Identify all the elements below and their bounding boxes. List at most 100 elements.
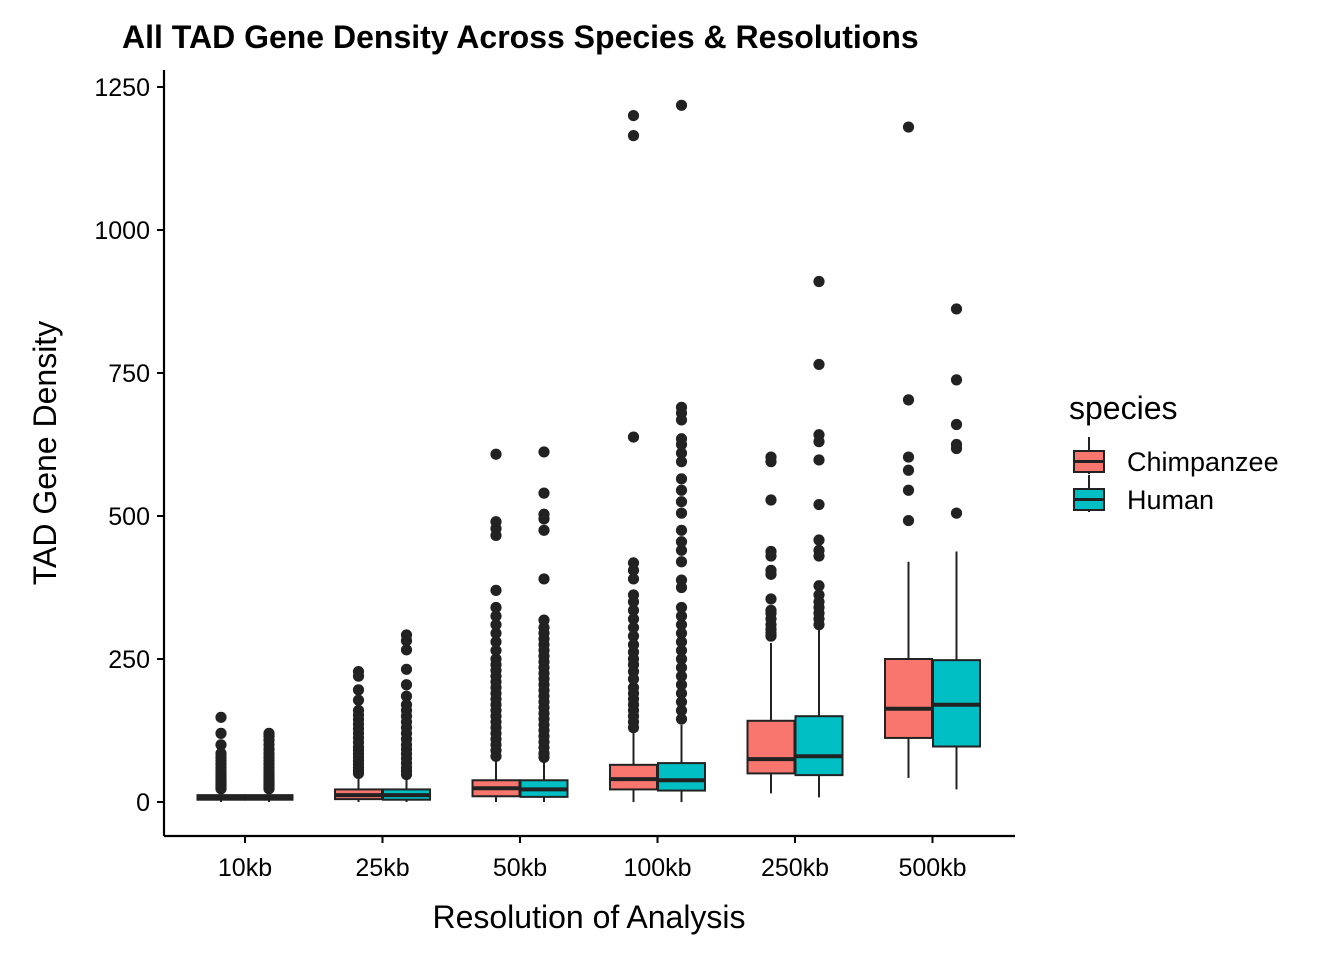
outlier-point <box>352 694 365 706</box>
box-chimpanzee-100kb <box>609 110 658 802</box>
outlier-point <box>215 711 227 723</box>
boxes-layer <box>196 99 981 802</box>
outlier-point <box>627 613 640 625</box>
x-tick-label: 100kb <box>623 854 691 882</box>
outlier-point <box>538 573 550 585</box>
plot-area: 0 250 500 750 1000 1250 10kb 25kb 50kb 100kb 250k… <box>94 70 1015 882</box>
x-tick-label: 500kb <box>898 854 966 882</box>
y-tick-label: 750 <box>108 360 150 388</box>
outlier-point <box>813 550 825 562</box>
y-tick-label: 1250 <box>94 74 150 102</box>
outlier-point <box>675 536 688 548</box>
outlier-point <box>675 456 688 468</box>
outlier-point <box>400 679 413 691</box>
outlier-point <box>813 580 825 592</box>
box-chimpanzee-250kb <box>746 451 796 794</box>
y-tick-label: 250 <box>108 646 150 674</box>
box-human-500kb <box>932 303 981 790</box>
outlier-point <box>538 513 550 525</box>
outlier-point <box>675 507 688 519</box>
outlier-point <box>538 751 550 763</box>
outlier-point <box>627 573 640 585</box>
outlier-point <box>400 663 413 675</box>
outlier-point <box>675 687 688 699</box>
outlier-point <box>950 442 963 455</box>
legend-label: Human <box>1127 485 1214 515</box>
outlier-point <box>902 451 915 463</box>
outlier-point <box>813 619 825 631</box>
outlier-point <box>675 679 688 691</box>
outlier-point <box>627 630 640 642</box>
outlier-point <box>538 446 550 458</box>
outlier-point <box>902 121 915 133</box>
outlier-point <box>675 696 688 708</box>
outlier-point <box>490 610 502 622</box>
outlier-point <box>765 494 777 506</box>
outlier-point <box>765 550 777 562</box>
outlier-point <box>765 630 777 642</box>
outlier-point <box>902 394 915 406</box>
outlier-point <box>950 418 963 431</box>
outlier-point <box>675 484 688 496</box>
outlier-point <box>627 722 640 734</box>
x-tick-label: 10kb <box>218 854 272 882</box>
box-iqr <box>657 762 706 792</box>
outlier-point <box>675 653 688 665</box>
outlier-point <box>813 534 825 546</box>
outlier-point <box>675 556 688 568</box>
box-chimpanzee-50kb <box>471 448 521 802</box>
outlier-point <box>675 414 688 426</box>
outlier-point <box>400 644 413 656</box>
outlier-point <box>675 496 688 508</box>
box-human-25kb <box>382 629 431 802</box>
outlier-point <box>627 596 640 608</box>
outlier-point <box>813 358 825 371</box>
outlier-point <box>765 593 777 605</box>
box-chimpanzee-500kb <box>884 121 933 778</box>
box-human-100kb <box>657 99 706 802</box>
outlier-point <box>490 584 502 596</box>
outlier-point <box>627 110 640 122</box>
y-axis-title: TAD Gene Density <box>27 321 63 585</box>
outlier-point <box>675 636 688 648</box>
box-human-50kb <box>519 446 569 802</box>
box-chimpanzee-10kb <box>196 711 246 802</box>
outlier-point <box>490 448 502 460</box>
box-iqr <box>609 763 658 791</box>
box-iqr <box>746 719 796 775</box>
legend-item-chimpanzee: Chimpanzee <box>1073 437 1279 477</box>
y-tick-label: 1000 <box>94 217 150 245</box>
outlier-point <box>490 529 502 542</box>
outlier-point <box>490 627 502 639</box>
outlier-point <box>490 601 502 614</box>
outlier-point <box>675 438 688 451</box>
outlier-point <box>675 544 688 556</box>
x-tick-label: 25kb <box>355 854 409 882</box>
outlier-point <box>352 767 365 780</box>
outlier-point <box>627 673 640 685</box>
outlier-point <box>400 635 413 647</box>
outlier-point <box>215 739 227 751</box>
outlier-point <box>263 783 275 795</box>
legend-label: Chimpanzee <box>1127 447 1279 477</box>
outlier-point <box>765 568 777 580</box>
outlier-point <box>675 524 688 536</box>
outlier-point <box>490 750 502 762</box>
outlier-point <box>675 713 688 725</box>
outlier-point <box>675 610 688 622</box>
outlier-point <box>400 690 413 702</box>
outlier-point <box>902 464 915 476</box>
outlier-point <box>950 303 963 315</box>
outlier-point <box>538 487 550 499</box>
box-chimpanzee-25kb <box>334 665 383 802</box>
outlier-point <box>902 484 915 496</box>
outlier-point <box>675 627 688 639</box>
outlier-point <box>400 768 413 781</box>
x-tick-label: 50kb <box>493 854 547 882</box>
legend-title: species <box>1069 390 1178 426</box>
outlier-point <box>675 581 688 594</box>
outlier-point <box>675 661 688 674</box>
outlier-point <box>675 601 688 614</box>
outlier-point <box>675 447 688 459</box>
outlier-point <box>538 524 550 536</box>
